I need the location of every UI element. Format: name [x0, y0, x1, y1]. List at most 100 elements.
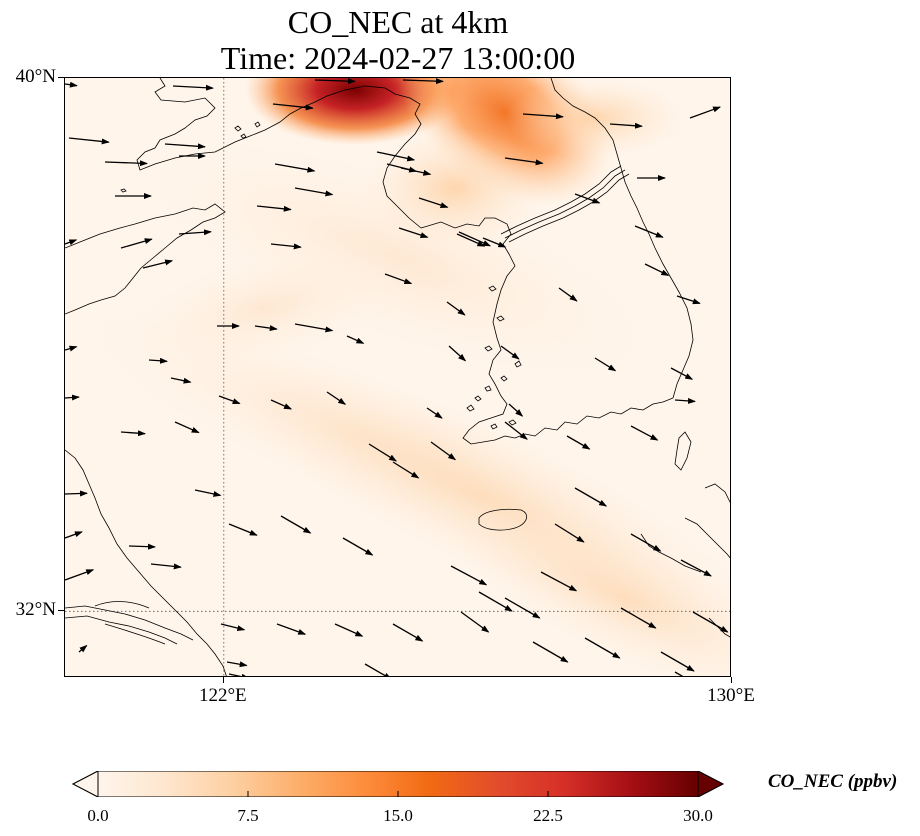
- wind-arrow: [532, 641, 569, 663]
- wind-arrow: [148, 357, 168, 364]
- colorbar-title: CO_NEC (ppbv): [768, 771, 898, 792]
- wind-arrow: [644, 263, 670, 276]
- lat-tick-label-40: 40°N: [15, 66, 56, 87]
- wind-arrow: [460, 611, 490, 633]
- wind-arrow: [68, 137, 110, 145]
- wind-arrow: [504, 597, 541, 619]
- wind-arrow: [456, 233, 486, 247]
- wind-arrow: [522, 113, 564, 120]
- wind-arrow: [674, 397, 696, 404]
- wind-arrow: [689, 106, 722, 119]
- wind-arrow: [376, 151, 416, 162]
- wind-arrow: [508, 403, 524, 417]
- wind-arrow: [218, 395, 241, 405]
- wind-arrow: [172, 84, 214, 91]
- wind-arrow: [220, 623, 246, 632]
- wind-arrow: [430, 441, 457, 461]
- wind-arrow: [634, 225, 664, 238]
- lon-tick-mark-122: [222, 677, 224, 683]
- wind-arrow: [368, 443, 397, 462]
- wind-arrow: [274, 163, 316, 173]
- wind-arrow: [478, 591, 513, 612]
- wind-arrow: [174, 421, 200, 434]
- colorbar-tick-label: 7.5: [237, 806, 259, 825]
- map-panel: [64, 77, 731, 677]
- lat-tick-label-32: 32°N: [15, 599, 56, 621]
- colorbar-tick-label: 0.0: [87, 806, 109, 825]
- lat-tick-mark-32: [58, 610, 64, 612]
- wind-arrow: [500, 345, 520, 360]
- wind-arrow: [228, 673, 250, 676]
- wind-arrow: [280, 515, 312, 534]
- colorbar-extend-max: [697, 771, 724, 797]
- wind-arrow: [630, 533, 662, 552]
- colorbar: [72, 771, 724, 797]
- wind-arrow: [676, 295, 701, 305]
- wind-arrow: [418, 197, 449, 208]
- colorbar-tick-label: 30.0: [683, 806, 713, 825]
- wind-arrow: [270, 243, 302, 250]
- wind-arrow: [254, 325, 278, 332]
- wind-vectors: [65, 78, 729, 676]
- wind-arrow: [65, 394, 80, 401]
- wind-arrow: [65, 81, 78, 88]
- wind-arrow: [65, 490, 88, 497]
- wind-arrow: [178, 229, 212, 236]
- wind-arrow: [164, 143, 206, 150]
- wind-arrow: [574, 193, 601, 204]
- wind-arrow: [326, 391, 347, 405]
- wind-arrow: [342, 537, 374, 556]
- map-title: CO_NEC at 4km: [287, 4, 509, 40]
- map-canvas: [65, 78, 730, 676]
- wind-arrow: [692, 611, 729, 633]
- wind-arrow: [226, 661, 248, 668]
- wind-arrow: [630, 425, 659, 441]
- wind-arrow: [104, 160, 148, 167]
- wind-arrow: [120, 238, 153, 249]
- wind-arrow: [609, 122, 643, 129]
- colorbar-tick-label: 15.0: [383, 806, 413, 825]
- lon-tick-mark-130: [731, 677, 732, 683]
- wind-arrow: [334, 623, 364, 637]
- wind-arrow: [446, 301, 466, 316]
- wind-arrow: [78, 644, 88, 653]
- wind-arrow: [150, 563, 182, 570]
- wind-arrow: [584, 637, 621, 659]
- wind-arrow: [392, 461, 420, 479]
- wind-arrow: [142, 259, 174, 269]
- wind-arrow: [194, 489, 222, 497]
- wind-arrow: [384, 273, 413, 285]
- wind-arrow: [346, 335, 365, 344]
- wind-arrow: [504, 157, 544, 166]
- map-timestamp: Time: 2024-02-27 13:00:00: [220, 40, 576, 76]
- wind-arrow: [65, 345, 78, 352]
- wind-arrow: [398, 227, 429, 238]
- wind-arrow: [450, 565, 488, 586]
- wind-arrow: [402, 78, 444, 85]
- wind-arrow: [128, 543, 156, 550]
- wind-arrow: [566, 435, 591, 450]
- wind-arrow: [504, 421, 528, 440]
- wind-arrow: [314, 78, 356, 85]
- wind-arrow: [65, 569, 95, 581]
- wind-arrow: [574, 487, 608, 507]
- wind-arrow: [680, 559, 712, 577]
- wind-arrow: [228, 523, 258, 536]
- lon-tick-label-130: 130°E: [707, 685, 755, 706]
- lon-tick-label-122: 122°E: [198, 685, 247, 706]
- colorbar-tick-label: 22.5: [533, 806, 563, 825]
- wind-arrow: [65, 239, 78, 246]
- wind-arrow: [120, 430, 146, 437]
- concentration-field: [65, 78, 730, 676]
- wind-arrow: [294, 187, 334, 197]
- wind-arrow: [270, 399, 293, 410]
- wind-arrow: [674, 671, 684, 676]
- wind-arrow: [594, 357, 617, 372]
- coastlines: [65, 78, 730, 676]
- wind-arrow: [620, 607, 657, 629]
- wind-arrow: [426, 407, 443, 419]
- wind-arrow: [554, 523, 585, 543]
- wind-arrow: [670, 367, 694, 380]
- wind-arrow: [256, 205, 292, 212]
- gridlines: [65, 78, 730, 676]
